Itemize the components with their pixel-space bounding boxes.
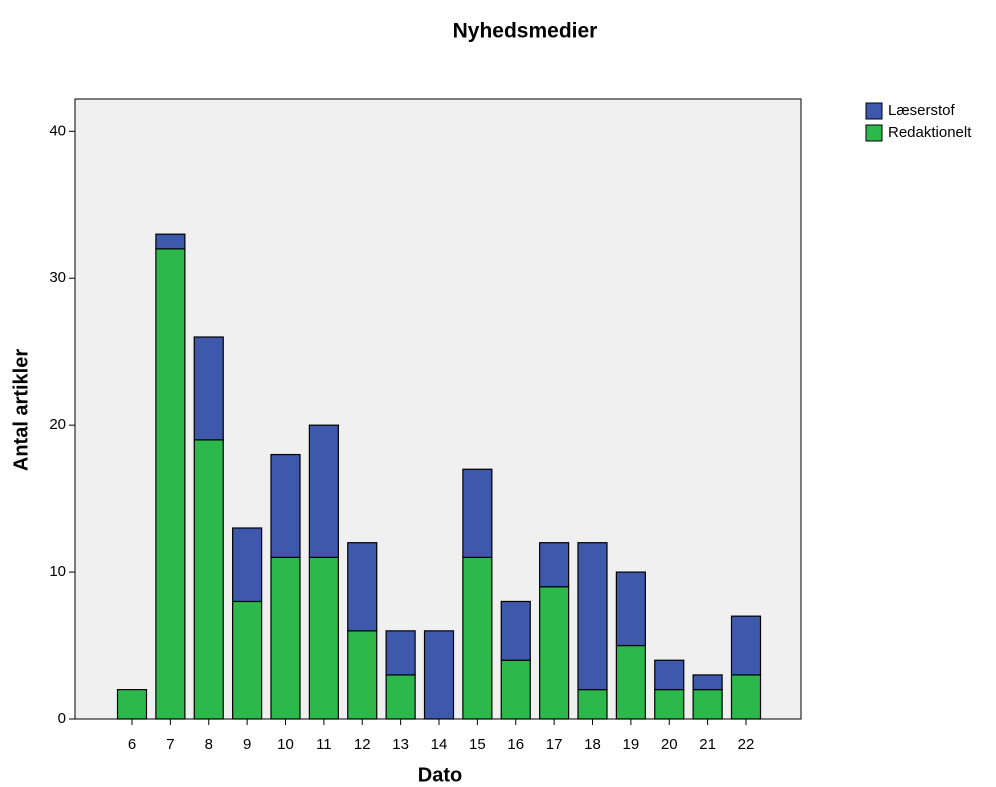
bar-segment: [232, 600, 263, 720]
bar-segment: [577, 689, 608, 720]
x-tick-label: 6: [128, 736, 136, 753]
y-axis-label: Antal artikler: [10, 349, 32, 471]
bar-segment: [385, 630, 416, 676]
bar-segment: [654, 689, 685, 720]
bar-segment: [155, 248, 186, 720]
x-tick-label: 17: [546, 736, 563, 753]
bar-segment: [692, 689, 723, 720]
bar-segment: [385, 674, 416, 720]
bar-segment: [692, 674, 723, 691]
bar-segment: [347, 630, 378, 720]
bar-segment: [308, 424, 339, 558]
bar-segment: [654, 659, 685, 691]
bar-segment: [270, 556, 301, 720]
legend-label: Læserstof: [888, 102, 956, 119]
x-tick-label: 20: [661, 736, 678, 753]
x-tick-label: 12: [354, 736, 371, 753]
x-tick-label: 8: [205, 736, 213, 753]
bar-segment: [539, 542, 570, 588]
x-axis-label: Dato: [418, 764, 462, 786]
bar-segment: [615, 644, 646, 720]
bar-segment: [193, 439, 224, 720]
x-tick-label: 21: [699, 736, 716, 753]
bar-segment: [615, 571, 646, 647]
x-tick-label: 9: [243, 736, 251, 753]
bar-segment: [500, 600, 531, 661]
y-tick-label: 20: [49, 416, 66, 433]
bar-segment: [155, 233, 186, 250]
legend-label: Redaktionelt: [888, 124, 972, 141]
bar-segment: [308, 556, 339, 720]
bar-segment: [270, 453, 301, 558]
chart-title: Nyhedsmedier: [453, 20, 598, 43]
x-tick-label: 19: [623, 736, 640, 753]
x-tick-label: 15: [469, 736, 486, 753]
bar-segment: [116, 689, 148, 720]
bar-segment: [347, 542, 378, 632]
y-tick-label: 10: [49, 563, 66, 580]
bar-segment: [730, 674, 762, 720]
x-tick-label: 14: [431, 736, 448, 753]
bar-segment: [462, 468, 493, 558]
legend-swatch: [865, 102, 883, 120]
bar-segment: [423, 630, 455, 720]
legend-swatch: [865, 124, 883, 142]
x-tick-label: 16: [507, 736, 524, 753]
bar-segment: [730, 615, 762, 676]
x-tick-label: 10: [277, 736, 294, 753]
bar-segment: [232, 527, 263, 603]
bar-segment: [539, 586, 570, 720]
bar-segment: [193, 336, 224, 441]
x-tick-label: 11: [316, 736, 332, 753]
bar-segment: [577, 542, 608, 691]
y-tick-label: 30: [49, 269, 66, 286]
y-tick-label: 0: [58, 710, 66, 727]
x-tick-label: 7: [166, 736, 174, 753]
bar-segment: [462, 556, 493, 720]
bar-segment: [500, 659, 531, 720]
x-tick-label: 22: [738, 736, 755, 753]
x-tick-label: 18: [584, 736, 601, 753]
x-tick-label: 13: [392, 736, 409, 753]
y-tick-label: 40: [49, 122, 66, 139]
